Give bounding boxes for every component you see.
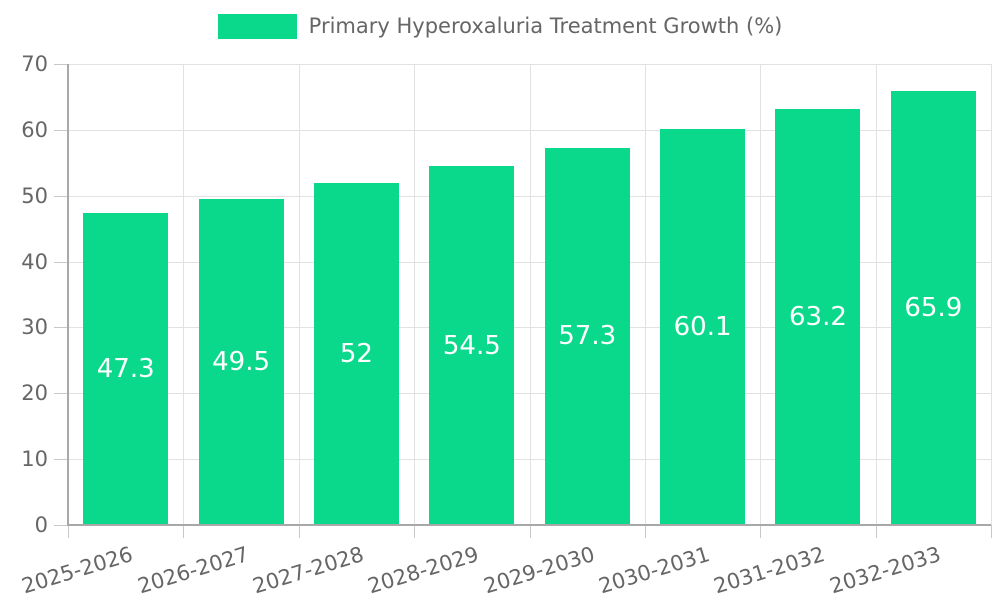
bar: 52 — [313, 182, 399, 525]
y-axis-line — [67, 64, 69, 525]
gridline-vertical — [760, 64, 762, 525]
y-tick-mark — [54, 195, 67, 197]
x-tick-mark — [183, 525, 185, 538]
bar: 60.1 — [660, 129, 746, 525]
legend-label: Primary Hyperoxaluria Treatment Growth (… — [308, 14, 783, 38]
x-tick-mark — [414, 525, 416, 538]
y-tick-label: 10 — [21, 447, 48, 472]
y-tick-label: 60 — [21, 117, 48, 142]
x-tick-label: 2028-2029 — [365, 542, 482, 599]
bar: 65.9 — [890, 91, 976, 525]
y-tick-label: 70 — [21, 52, 48, 76]
x-tick-mark — [875, 525, 877, 538]
gridline-vertical — [875, 64, 877, 525]
bar: 54.5 — [429, 166, 515, 525]
gridline-vertical — [991, 64, 992, 525]
y-tick-mark — [54, 64, 67, 65]
y-tick-label: 30 — [21, 315, 48, 340]
x-tick-mark — [644, 525, 646, 538]
x-tick-label: 2030-2031 — [596, 542, 713, 599]
gridline-vertical — [298, 64, 300, 525]
y-tick-mark — [54, 393, 67, 395]
chart-legend[interactable]: Primary Hyperoxaluria Treatment Growth (… — [0, 14, 1000, 39]
gridline-vertical — [183, 64, 185, 525]
y-tick-mark — [54, 459, 67, 461]
bar: 49.5 — [198, 199, 284, 525]
x-tick-label: 2032-2033 — [826, 542, 944, 599]
bar: 47.3 — [83, 213, 169, 525]
bar-value-label: 63.2 — [788, 301, 847, 332]
gridline-vertical — [414, 64, 416, 525]
legend-swatch — [217, 14, 297, 39]
bar-value-label: 52 — [339, 338, 373, 369]
bar-value-label: 54.5 — [442, 330, 501, 361]
y-tick-label: 40 — [21, 249, 48, 274]
x-tick-label: 2026-2027 — [134, 542, 252, 599]
x-tick-label: 2027-2028 — [249, 542, 367, 599]
bar-value-label: 60.1 — [673, 312, 732, 343]
y-tick-label: 20 — [21, 381, 48, 406]
x-tick-mark — [68, 525, 69, 538]
y-tick-mark — [54, 525, 67, 526]
x-tick-label: 2031-2032 — [711, 542, 828, 599]
bar-value-label: 65.9 — [904, 292, 963, 323]
y-tick-mark — [54, 327, 67, 329]
y-tick-label: 50 — [21, 183, 48, 208]
x-axis-line — [67, 524, 991, 526]
bar-value-label: 57.3 — [558, 321, 617, 352]
x-tick-label: 2025-2026 — [19, 542, 136, 599]
plot-area: 0 10 20 30 40 50 60 70 47.3 49.5 52 54.5 57.3 60.1 63.… — [19, 52, 992, 598]
x-tick-mark — [529, 525, 531, 538]
y-tick-mark — [54, 261, 67, 263]
y-tick-mark — [54, 129, 67, 131]
x-tick-mark — [760, 525, 762, 538]
gridline-vertical — [644, 64, 646, 525]
x-tick-mark — [298, 525, 300, 538]
gridline-vertical — [529, 64, 531, 525]
bar: 57.3 — [544, 147, 630, 525]
bar-value-label: 49.5 — [212, 346, 270, 377]
x-tick-mark — [991, 525, 992, 538]
x-tick-label: 2029-2030 — [480, 542, 598, 599]
y-tick-label: 0 — [34, 513, 48, 537]
bar-value-label: 47.3 — [96, 354, 155, 385]
bar: 63.2 — [775, 108, 861, 525]
